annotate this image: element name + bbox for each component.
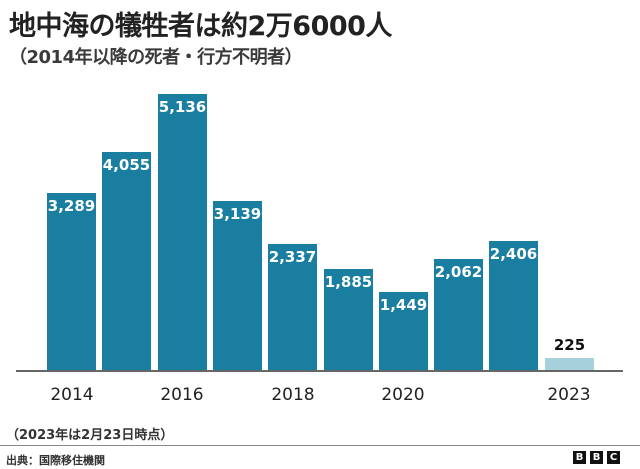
- footer-divider: [0, 445, 640, 446]
- bar-2015: 4,055: [102, 152, 151, 370]
- bar-2018: 2,337: [268, 244, 317, 370]
- bar-2019: 1,885: [324, 269, 373, 370]
- x-tick-label: 2014: [50, 385, 94, 405]
- bbc-logo-block: B: [590, 451, 603, 464]
- bbc-logo-block: C: [607, 451, 620, 464]
- chart-subtitle: （2014年以降の死者・行方不明者）: [9, 47, 303, 68]
- bar-value-label: 225: [553, 336, 586, 354]
- x-tick-label: 2018: [271, 385, 315, 405]
- bar-value-label: 3,139: [213, 205, 262, 223]
- bar-value-label: 1,449: [379, 296, 428, 314]
- x-tick-label: 2016: [160, 385, 204, 405]
- x-axis-baseline: [16, 370, 623, 372]
- bar-value-label: 4,055: [102, 156, 151, 174]
- bar-2022: 2,406: [489, 241, 538, 370]
- bar-value-label: 5,136: [158, 98, 207, 116]
- bar-2017: 3,139: [213, 201, 262, 370]
- bar-2014: 3,289: [47, 193, 96, 370]
- bar-value-label: 2,062: [434, 263, 483, 281]
- bar-2020: 1,449: [379, 292, 428, 370]
- bar-2021: 2,062: [434, 259, 483, 370]
- source-text: 出典：国際移住機関: [6, 454, 105, 467]
- x-tick-label: 2020: [381, 385, 425, 405]
- bar-value-label: 2,406: [489, 245, 538, 263]
- bar-value-label: 1,885: [324, 273, 373, 291]
- bbc-logo: B B C: [573, 451, 620, 464]
- bar-value-label: 3,289: [47, 197, 96, 215]
- bar-2023: 225: [545, 336, 594, 370]
- x-tick-label: 2023: [547, 385, 591, 405]
- bbc-logo-block: B: [573, 451, 586, 464]
- footnote: （2023年は2月23日時点）: [6, 428, 174, 443]
- chart-title: 地中海の犠牲者は約2万6000人: [9, 11, 392, 42]
- bar-2016: 5,136: [158, 94, 207, 370]
- bar-value-label: 2,337: [268, 248, 317, 266]
